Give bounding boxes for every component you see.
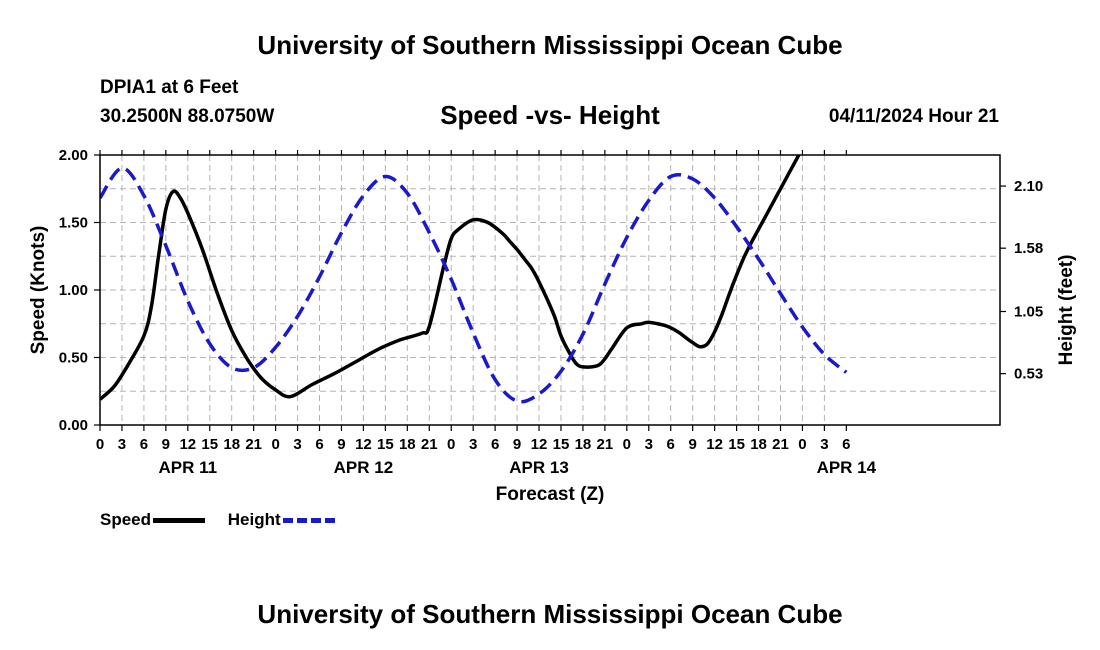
- x-date-label: APR 14: [817, 458, 877, 477]
- axes: 0 3 6 9 12 15 18 21 0 3 6 9 12 15 18 21 0 3 6 9 12 15 18 21 0 3 6 9…: [28, 147, 1077, 505]
- x-tick-label: 12: [179, 436, 196, 453]
- x-tick-label: 9: [337, 436, 345, 453]
- x-tick-label: 0: [271, 436, 279, 453]
- x-tick-label: 6: [140, 436, 148, 453]
- y-axis-title: Speed (Knots): [28, 226, 49, 355]
- chart-subtitle: Speed -vs- Height: [440, 100, 660, 130]
- y2-tick-label: 1.05: [1014, 304, 1043, 321]
- x-tick-label: 18: [223, 436, 240, 453]
- x-tick-label: 3: [820, 436, 828, 453]
- x-axis-title: Forecast (Z): [496, 484, 605, 505]
- x-tick-label: 12: [355, 436, 372, 453]
- y2-tick-label: 2.10: [1014, 178, 1043, 195]
- x-tick-label: 6: [491, 436, 499, 453]
- y2-tick-label: 1.58: [1014, 240, 1043, 257]
- speed-height-chart: 0 3 6 9 12 15 18 21 0 3 6 9 12 15 18 21 0 3 6 9 12 15 18 21 0 3 6 9…: [28, 147, 1077, 505]
- x-tick-label: 0: [447, 436, 455, 453]
- x-date-label: APR 13: [509, 458, 569, 477]
- x-tick-label: 0: [798, 436, 806, 453]
- x-tick-label: 18: [575, 436, 592, 453]
- y2-tick-label: 0.53: [1014, 366, 1043, 383]
- legend-height: Height: [228, 510, 335, 530]
- x-tick-label: 3: [118, 436, 126, 453]
- footer-title: University of Southern Mississippi Ocean…: [257, 599, 843, 629]
- height-series-line: [100, 166, 848, 404]
- x-tick-label: 21: [245, 436, 262, 453]
- datetime-label: 04/11/2024 Hour 21: [828, 106, 999, 127]
- y-tick-label: 1.50: [59, 215, 88, 232]
- x-tick-label: 3: [293, 436, 301, 453]
- speed-series-line: [100, 155, 801, 401]
- x-tick-label: 9: [513, 436, 521, 453]
- x-tick-label: 6: [842, 436, 850, 453]
- y2-axis-title: Height (feet): [1056, 255, 1077, 366]
- x-tick-label: 21: [597, 436, 614, 453]
- series-layer: [100, 155, 848, 404]
- x-tick-label: 9: [689, 436, 697, 453]
- x-tick-label: 18: [750, 436, 767, 453]
- x-tick-label: 3: [469, 436, 477, 453]
- x-tick-label: 0: [96, 436, 104, 453]
- y-tick-label: 1.00: [59, 282, 88, 299]
- x-tick-label: 12: [531, 436, 548, 453]
- x-tick-label: 15: [201, 436, 218, 453]
- x-tick-label: 21: [421, 436, 438, 453]
- legend-height-label: Height: [227, 509, 281, 529]
- legend-height-swatch: [282, 517, 335, 523]
- chart-title: University of Southern Mississippi Ocean…: [257, 30, 843, 60]
- station-label: DPIA1 at 6 Feet: [100, 77, 239, 98]
- x-tick-label: 9: [162, 436, 170, 453]
- x-tick-label: 3: [645, 436, 653, 453]
- x-tick-label: 0: [623, 436, 631, 453]
- grid-lines: [100, 155, 1000, 425]
- x-tick-label: 15: [553, 436, 570, 453]
- x-tick-label: 12: [706, 436, 723, 453]
- legend: Speed Height: [100, 509, 353, 530]
- legend-speed: Speed: [100, 509, 206, 530]
- x-tick-label: 6: [315, 436, 323, 453]
- x-tick-label: 21: [772, 436, 789, 453]
- y-tick-label: 0.00: [59, 417, 88, 434]
- y-tick-label: 2.00: [59, 147, 88, 164]
- x-tick-label: 15: [728, 436, 745, 453]
- x-tick-label: 15: [377, 436, 394, 453]
- x-tick-label: 6: [667, 436, 675, 453]
- legend-speed-swatch: [153, 517, 206, 523]
- x-date-label: APR 11: [159, 458, 218, 477]
- coordinates-label: 30.2500N 88.0750W: [100, 106, 275, 127]
- y-tick-label: 0.50: [59, 350, 88, 367]
- x-tick-label: 18: [399, 436, 416, 453]
- x-date-label: APR 12: [334, 458, 394, 477]
- legend-speed-label: Speed: [100, 509, 152, 529]
